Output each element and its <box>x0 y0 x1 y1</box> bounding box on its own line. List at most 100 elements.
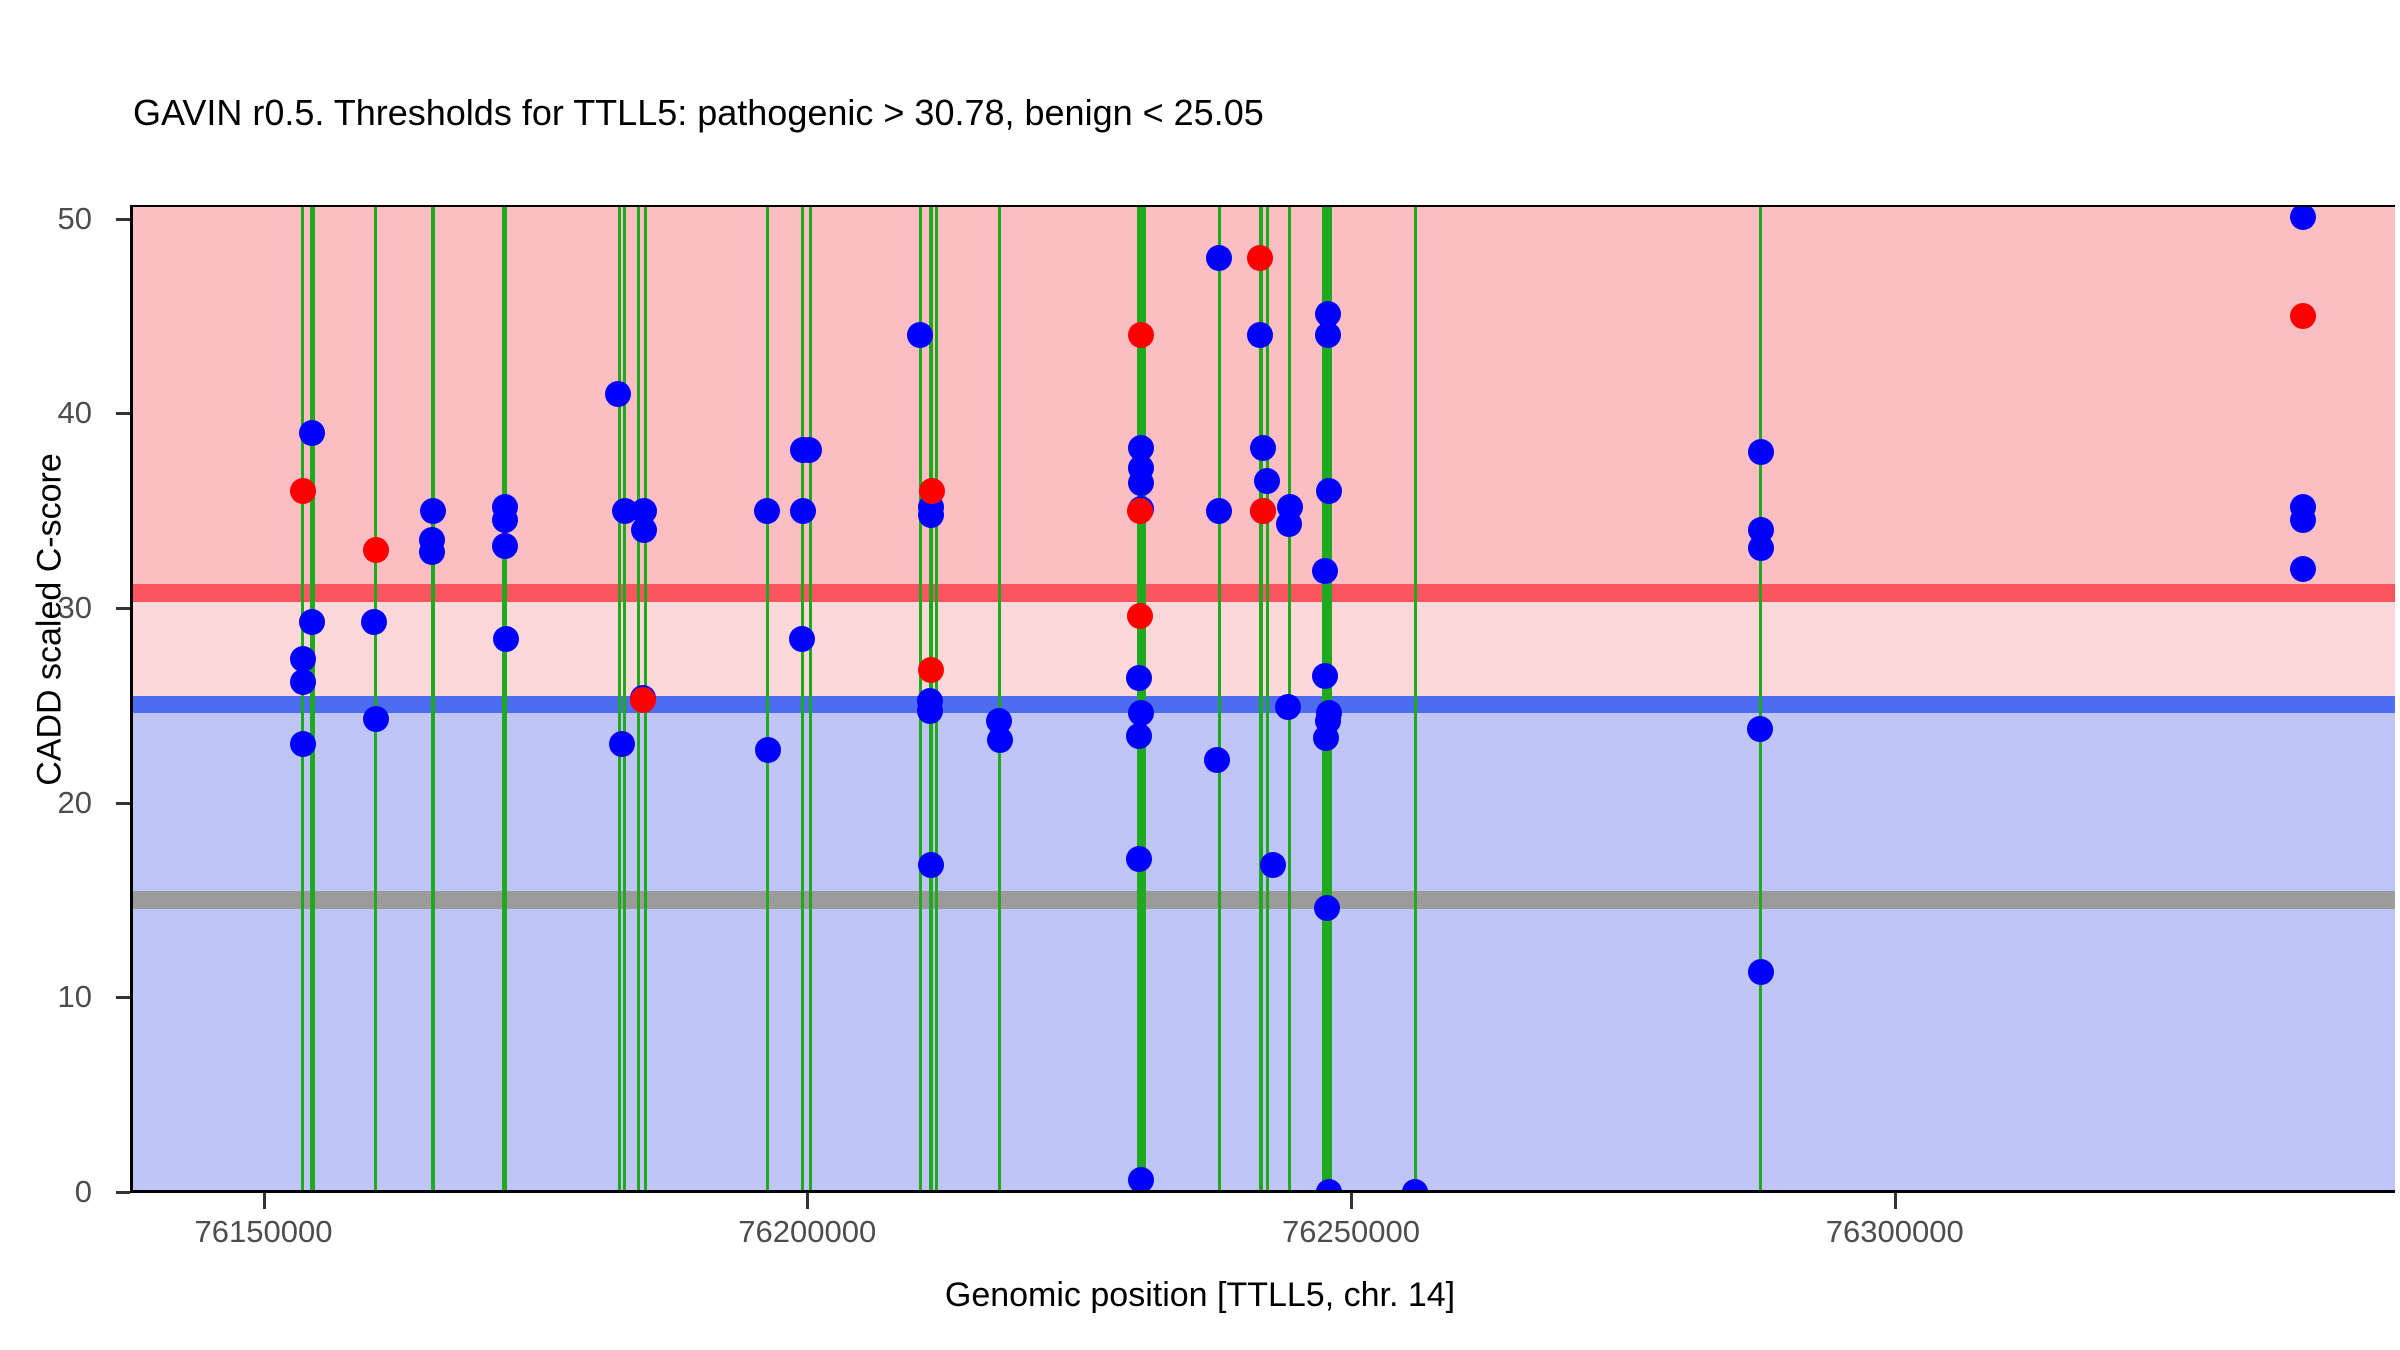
gnomad-variant-point <box>1312 725 1339 752</box>
exon-line <box>1759 207 1763 1192</box>
gnomad-variant-point <box>605 380 632 407</box>
title-line-1: GAVIN r0.5. Thresholds for TTLL5: pathog… <box>133 92 1264 133</box>
panel-top-border <box>133 205 2395 208</box>
gnomad-variant-point <box>1125 723 1152 750</box>
gnomad-variant-point <box>755 737 782 764</box>
y-axis-labels: 0 10 20 30 40 50 <box>0 0 110 1350</box>
gnomad-variant-point <box>491 507 518 534</box>
gnomad-variant-point <box>2289 207 2316 230</box>
x-tick-label: 76150000 <box>194 1214 333 1249</box>
gnomad-variant-point <box>2289 556 2316 583</box>
x-tick <box>1350 1193 1353 1209</box>
gnomad-variant-point <box>1314 894 1341 921</box>
exon-line <box>1258 207 1263 1192</box>
gnomad-variant-point <box>907 322 934 349</box>
exon-line <box>1265 207 1269 1192</box>
gnomad-variant-point <box>299 419 326 446</box>
benign-threshold-line <box>133 695 2395 714</box>
gnomad-variant-point <box>789 497 816 524</box>
exon-line <box>301 207 305 1192</box>
gnomad-variant-point <box>1402 1179 1429 1192</box>
ambiguous-zone <box>133 601 2395 696</box>
gnomad-variant-point <box>1125 846 1152 873</box>
y-tick-label: 30 <box>57 590 92 625</box>
y-tick <box>116 1191 130 1194</box>
y-tick <box>116 996 130 1000</box>
x-tick-label: 76300000 <box>1825 1214 1964 1249</box>
y-tick <box>116 801 130 805</box>
exon-line <box>1324 207 1333 1192</box>
exon-line <box>1138 207 1147 1192</box>
x-axis-title: Genomic position [TTLL5, chr. 14] <box>944 1276 1456 1314</box>
gnomad-variant-point <box>1747 534 1774 561</box>
gnomad-variant-point <box>986 727 1013 754</box>
gnomad-variant-point <box>299 608 326 635</box>
y-tick <box>116 217 130 221</box>
exon-line <box>801 207 805 1192</box>
clinvar-variant-point <box>918 657 945 684</box>
exon-line <box>765 207 769 1192</box>
exon-line <box>309 207 315 1192</box>
panel-bottom-border <box>133 1190 2395 1193</box>
exon-line <box>809 207 812 1192</box>
gnomad-variant-point <box>420 497 447 524</box>
exon-line <box>374 207 377 1192</box>
exon-line <box>623 207 627 1192</box>
gnomad-variant-point <box>1747 439 1774 466</box>
x-tick <box>806 1193 810 1209</box>
gnomad-variant-point <box>1276 511 1302 538</box>
gnomad-variant-point <box>1246 322 1273 349</box>
gnomad-variant-point <box>1125 665 1152 692</box>
gnomad-variant-point <box>493 626 519 653</box>
gnomad-variant-point <box>1311 558 1338 585</box>
gnomad-variant-point <box>1274 694 1301 721</box>
gnomad-variant-point <box>289 731 316 758</box>
gnomad-variant-point <box>918 851 945 878</box>
clinvar-variant-point <box>1249 497 1276 524</box>
gnomad-variant-point <box>1249 435 1276 462</box>
gnomad-variant-point <box>419 538 446 565</box>
x-tick <box>1893 1193 1897 1209</box>
y-tick-label: 40 <box>57 395 92 431</box>
exon-line <box>998 207 1002 1192</box>
y-tick-label: 10 <box>57 979 92 1015</box>
gnomad-variant-point <box>788 626 815 653</box>
x-tick <box>262 1193 266 1209</box>
gnomad-variant-point <box>361 608 388 635</box>
gnomad-variant-point <box>1128 700 1155 727</box>
exon-line <box>502 207 508 1192</box>
clinvar-variant-point <box>1246 244 1273 271</box>
y-axis-title: CADD scaled C-score <box>30 453 69 786</box>
gnomad-variant-point <box>609 731 636 758</box>
y-tick-label: 50 <box>57 200 92 236</box>
clinvar-variant-point <box>919 478 946 505</box>
gnomad-variant-point <box>1206 244 1233 271</box>
x-tick-label: 76250000 <box>1282 1214 1420 1249</box>
gnomad-variant-point <box>1206 497 1233 524</box>
clinvar-variant-point <box>1127 497 1154 524</box>
gnomad-variant-point <box>796 437 823 464</box>
exon-line <box>617 207 621 1192</box>
gnomad-variant-point <box>1316 478 1343 505</box>
gnomad-variant-point <box>1747 959 1774 986</box>
gnomad-variant-point <box>289 668 316 695</box>
clinvar-variant-point <box>1128 322 1155 349</box>
gnomad-variant-point <box>1311 663 1338 690</box>
gnomad-variant-point <box>1254 468 1281 495</box>
pathogenic-threshold-line <box>133 584 2395 602</box>
y-tick-label: 0 <box>74 1174 92 1209</box>
clinvar-variant-point <box>362 536 389 563</box>
exon-line <box>1413 207 1417 1192</box>
exon-line <box>1322 207 1326 1192</box>
y-tick <box>116 607 130 610</box>
gnomad-variant-point <box>918 501 945 528</box>
gnomad-variant-point <box>1316 1179 1343 1192</box>
exon-line <box>1217 207 1221 1192</box>
clinvar-variant-point <box>289 478 316 505</box>
clinvar-variant-point <box>2289 303 2316 329</box>
benign-zone <box>133 713 2395 1192</box>
exon-line <box>431 207 436 1192</box>
gnomad-variant-point <box>289 645 316 672</box>
plot-panel <box>133 207 2395 1192</box>
